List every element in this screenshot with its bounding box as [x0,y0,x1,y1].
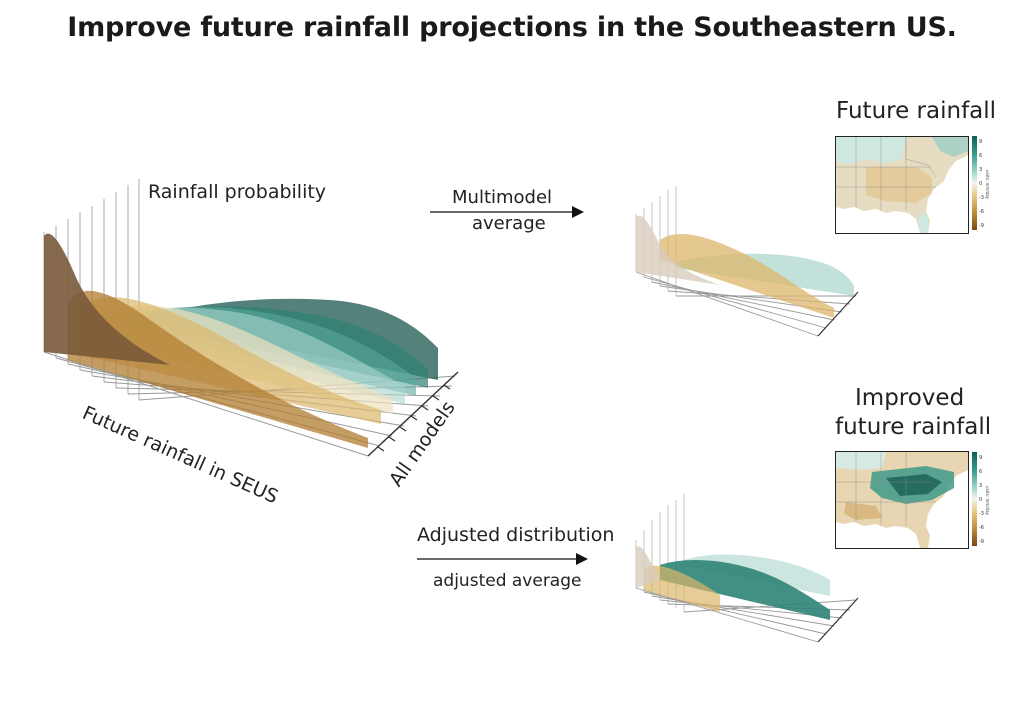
colorbar-tick-label: 9 [979,455,983,461]
colorbar-tick-label: -6 [979,209,984,215]
arrow-bottom-label-1: Adjusted distribution [417,524,615,546]
dist-dry-dark [44,233,170,365]
colorbar-tick-label: -9 [979,539,984,545]
main-ridgeline-plot [43,179,459,457]
page-title: Improve future rainfall projections in t… [67,12,957,43]
main-distributions [44,233,438,448]
colorbar-tick-label: -9 [979,223,984,229]
map-top-title: Future rainfall [836,98,997,124]
colorbar-tick-label: 3 [979,483,983,489]
main-model-axis [367,371,459,457]
improved-rainfall-map [835,451,969,549]
colorbar-tick-label: 3 [979,167,983,173]
colorbar-tick-label: -6 [979,525,984,531]
small-top-tan [660,233,834,318]
map-bottom-title-1: Improved [855,385,965,411]
colorbar-tick-label: 6 [979,153,983,159]
colorbar-tick-label: -3 [979,511,984,517]
map-top-svg [836,137,968,233]
colorbar-tick-label: 6 [979,469,983,475]
colorbar-top [972,136,977,230]
small-bot-tan [644,565,720,612]
small-top-axis [817,291,859,337]
future-rainfall-map [835,136,969,234]
arrow-top-label-2: average [472,213,546,234]
arrow-adjusted [417,553,588,565]
small-bot-pale [636,546,660,588]
small-plot-bottom [635,494,859,643]
colorbar-top-units: units: mm/day [985,170,990,199]
small-plot-top [635,186,859,337]
colorbar-bottom [972,452,977,546]
axis-label-probability: Rainfall probability [148,181,327,203]
small-top-pale [636,215,720,285]
arrow-multimodel [430,206,584,218]
arrow-top-label-1: Multimodel [452,187,553,208]
dist-brown [68,290,368,448]
colorbar-tick-label: 9 [979,139,983,145]
arrow-bottom-label-2: adjusted average [433,571,582,591]
colorbar-bottom-units: units: mm/day [985,486,990,515]
small-bot-wet [660,560,830,620]
colorbar-tick-label: -3 [979,195,984,201]
main-model-ticks [377,384,451,452]
colorbar-tick-label: 0 [979,497,983,503]
small-bot-axis [817,597,859,643]
map-bottom-svg [836,452,968,548]
colorbar-tick-label: 0 [979,181,983,187]
map-bottom-title-2: future rainfall [835,414,992,440]
